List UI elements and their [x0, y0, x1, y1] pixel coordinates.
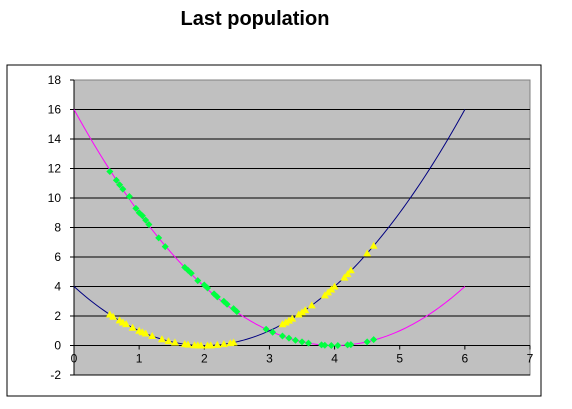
diamond-point: [204, 284, 212, 292]
diamond-point: [233, 308, 241, 316]
gridlines: [74, 109, 530, 376]
y-tick-label: 18: [48, 73, 62, 87]
y-tick-label: 4: [54, 280, 61, 294]
diamond-point: [138, 212, 146, 220]
diamond-point: [347, 341, 355, 349]
diamond-point: [155, 234, 163, 242]
x-tick-label: 4: [331, 352, 338, 366]
y-tick-label: 14: [48, 132, 62, 146]
y-tick-label: 12: [48, 162, 62, 176]
diamond-point: [321, 341, 329, 349]
x-tick-label: 6: [462, 352, 469, 366]
y-tick-label: 16: [48, 103, 62, 117]
diamond-point: [125, 193, 133, 201]
triangle-point: [184, 340, 192, 348]
x-tick-label: 3: [266, 352, 273, 366]
triangle-point: [363, 249, 372, 257]
y-tick-label: 10: [48, 191, 62, 205]
diamond-point: [194, 277, 202, 285]
y-tick-label: 8: [54, 221, 61, 235]
y-tick-label: 0: [54, 339, 61, 353]
diamond-point: [370, 336, 378, 344]
triangle-point: [369, 241, 378, 249]
triangle-point: [128, 323, 137, 331]
diamond-point: [285, 334, 293, 342]
data-points: [105, 167, 378, 349]
diamond-point: [106, 167, 114, 175]
diamond-point: [363, 338, 371, 346]
y-tick-label: -2: [50, 368, 61, 382]
x-tick-labels: 0 1 2 3 4 5 6 7: [71, 345, 534, 366]
triangle-point: [330, 282, 339, 290]
x-tick-label: 7: [527, 352, 534, 366]
triangle-point: [281, 318, 290, 326]
y-tick-label: 2: [54, 309, 61, 323]
diamond-point: [213, 293, 221, 301]
triangle-point: [278, 320, 287, 328]
y-tick-labels: -2 0 2 4 6 8 10 12 14 16 18: [48, 73, 74, 382]
diamond-point: [278, 332, 286, 340]
triangle-point: [170, 338, 179, 346]
triangle-point: [288, 314, 297, 322]
diamond-point: [116, 181, 124, 189]
triangle-point: [343, 270, 352, 278]
x-tick-label: 2: [201, 352, 208, 366]
triangle-point: [284, 316, 293, 324]
triangle-point: [206, 341, 215, 349]
x-tick-label: 1: [136, 352, 143, 366]
y-tick-label: 6: [54, 250, 61, 264]
chart-title: Last population: [180, 8, 330, 30]
triangle-point: [122, 320, 131, 328]
diamond-point: [187, 269, 195, 277]
diamond-point: [327, 342, 335, 349]
triangle-point: [148, 332, 157, 340]
x-tick-label: 0: [71, 352, 78, 366]
diamond-point: [298, 338, 306, 346]
triangle-point: [307, 301, 316, 309]
triangle-point: [109, 312, 118, 320]
triangle-point: [301, 306, 310, 314]
diamond-point: [223, 300, 231, 308]
diamond-point: [112, 176, 120, 184]
diamond-point: [291, 336, 299, 344]
triangle-point: [197, 341, 206, 349]
triangle-point: [213, 340, 222, 348]
x-tick-label: 5: [396, 352, 403, 366]
triangle-point: [164, 337, 173, 345]
triangle-point: [157, 335, 166, 343]
triangle-point: [346, 266, 355, 274]
diamond-point: [305, 339, 313, 347]
diamond-point: [334, 342, 342, 349]
diamond-point: [142, 216, 150, 224]
diamond-point: [161, 243, 169, 251]
triangle-point: [219, 340, 228, 348]
triangle-point: [141, 329, 150, 337]
diamond-point: [145, 221, 153, 229]
diamond-point: [262, 325, 270, 333]
diamond-point: [132, 204, 140, 212]
diamond-point: [269, 328, 277, 336]
triangle-point: [229, 338, 238, 346]
triangle-point: [340, 273, 349, 281]
diamond-point: [119, 185, 127, 193]
